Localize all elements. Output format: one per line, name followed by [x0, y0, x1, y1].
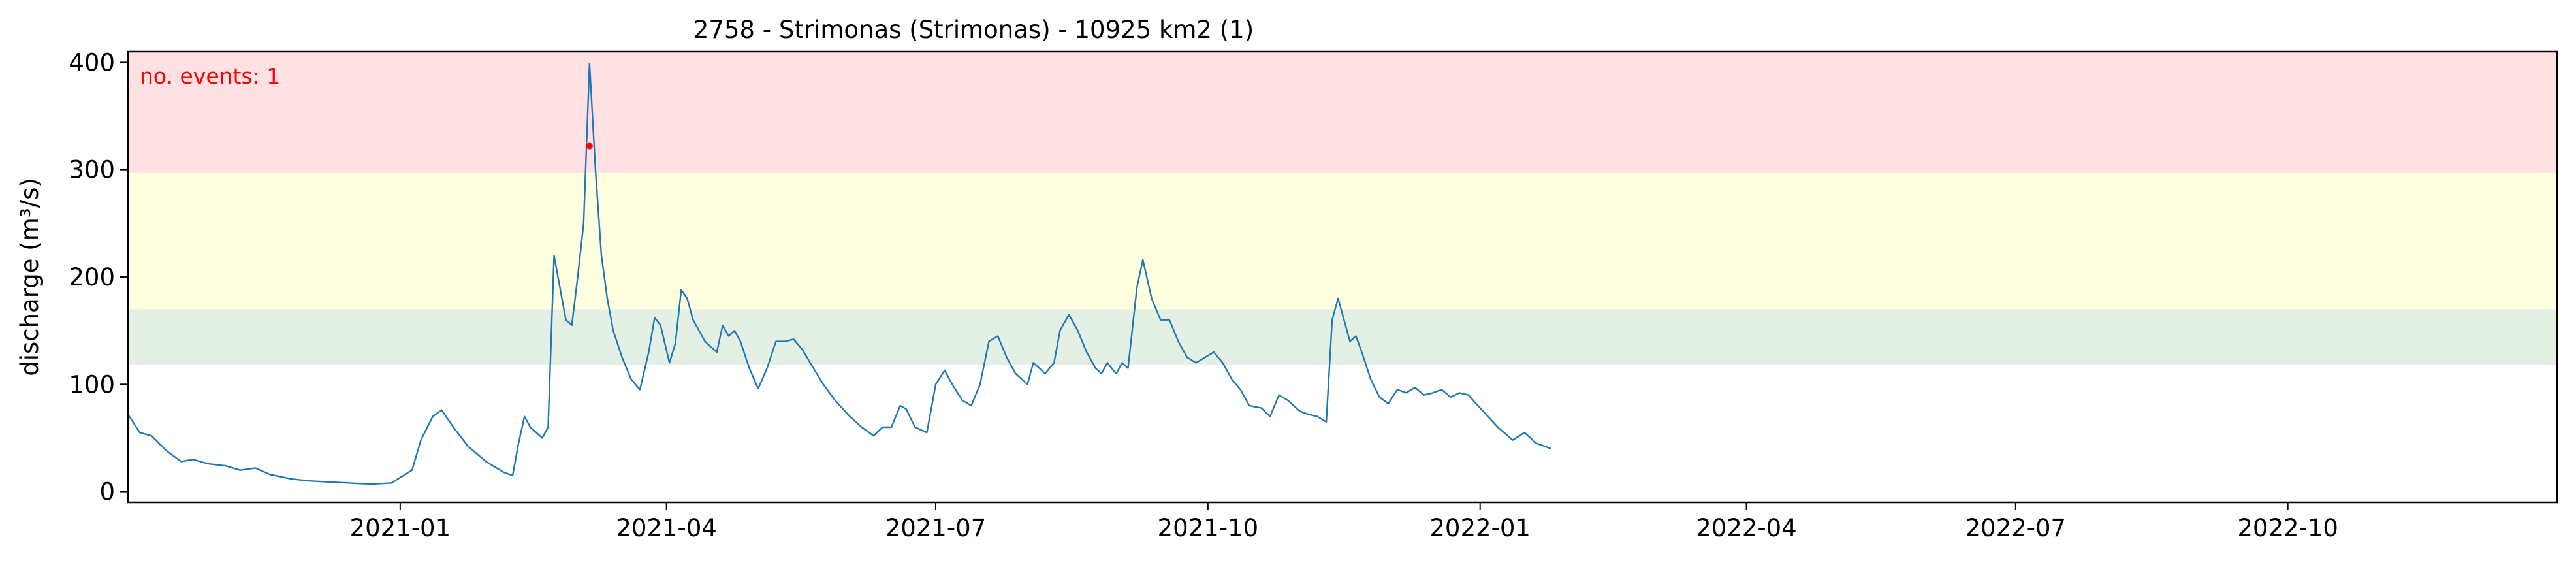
x-tick-label: 2022-10 — [2237, 514, 2338, 542]
y-tick-label: 300 — [69, 156, 115, 184]
threshold-band-0 — [128, 309, 2557, 365]
x-tick-label: 2022-04 — [1696, 514, 1797, 542]
threshold-bands — [128, 52, 2557, 365]
event-marker-0 — [586, 142, 593, 150]
y-tick-label: 100 — [69, 370, 115, 398]
discharge-series-line — [127, 62, 1551, 485]
x-tick-label: 2022-01 — [1429, 514, 1531, 542]
x-tick-label: 2021-10 — [1158, 514, 1259, 542]
y-tick-label: 400 — [69, 48, 115, 76]
x-tick-label: 2022-07 — [1965, 514, 2067, 542]
series-group — [127, 62, 1551, 485]
x-tick-label: 2021-01 — [350, 514, 451, 542]
threshold-band-2 — [128, 52, 2557, 173]
event-markers — [586, 142, 593, 150]
y-tick-label: 0 — [99, 478, 115, 506]
y-tick-label: 200 — [69, 263, 115, 291]
y-axis: 0 100 200 300 400 — [69, 48, 128, 506]
threshold-band-1 — [128, 172, 2557, 310]
x-tick-label: 2021-04 — [616, 514, 717, 542]
x-axis: 2021-01 2021-04 2021-07 2021-10 2022-01 2022-… — [350, 502, 2338, 542]
x-tick-label: 2021-07 — [885, 514, 987, 542]
events-annotation: no. events: 1 — [140, 63, 280, 89]
y-axis-label: discharge (m³/s) — [16, 178, 44, 376]
chart-title: 2758 - Strimonas (Strimonas) - 10925 km2… — [693, 16, 1254, 44]
